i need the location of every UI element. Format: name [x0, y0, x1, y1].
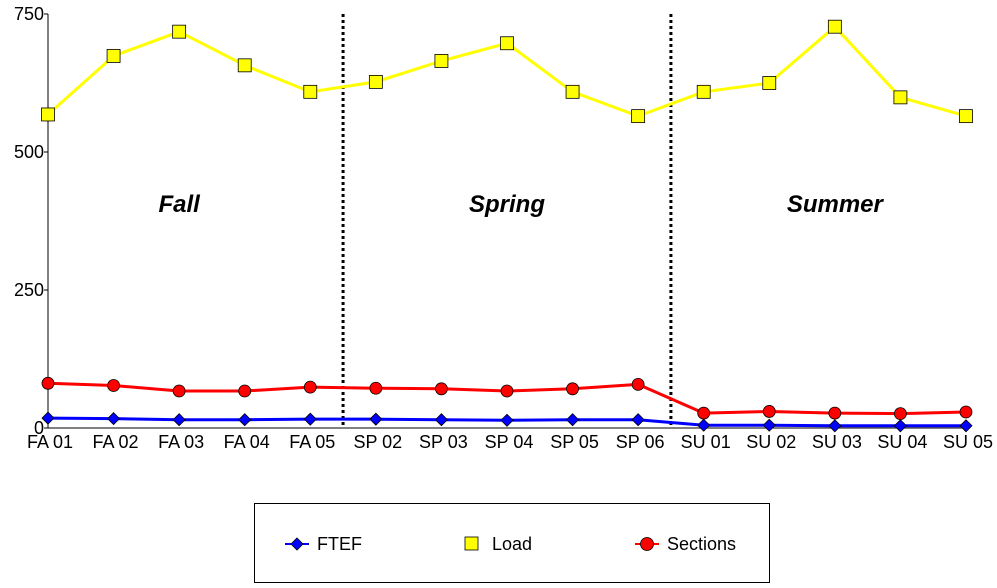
- circle-marker-icon: [635, 537, 659, 551]
- data-point-ftef: [959, 419, 973, 433]
- data-point-ftef: [172, 413, 186, 427]
- data-point-load: [893, 90, 908, 105]
- data-point-load: [827, 19, 842, 34]
- data-point-sections: [566, 382, 579, 396]
- data-point-load: [565, 84, 580, 99]
- data-point-sections: [107, 379, 120, 392]
- x-tick-label: SP 03: [419, 432, 468, 452]
- data-point-load: [106, 49, 121, 63]
- data-point-ftef: [500, 413, 514, 427]
- data-point-load: [41, 107, 55, 122]
- data-point-ftef: [303, 412, 317, 426]
- data-point-ftef: [762, 418, 776, 432]
- legend: FTEF Load Sections: [254, 503, 770, 583]
- data-point-ftef: [631, 413, 645, 427]
- data-point-ftef: [565, 413, 580, 427]
- diamond-marker-icon: [285, 537, 309, 551]
- data-point-sections: [959, 405, 973, 419]
- data-point-sections: [894, 407, 907, 421]
- y-tick-label: 500: [14, 142, 44, 162]
- line-chart: Fall Spring Summer FA 01 FA 02 FA 03 FA 04 FA …: [14, 4, 993, 452]
- x-tick-label: FA 01: [27, 432, 73, 452]
- data-point-sections: [631, 377, 645, 391]
- data-point-sections: [369, 381, 383, 395]
- data-point-ftef: [41, 411, 55, 425]
- season-labels: Fall Spring Summer: [158, 191, 884, 218]
- data-point-ftef: [893, 419, 907, 433]
- y-tick-label: 750: [14, 4, 44, 24]
- data-point-sections: [172, 384, 186, 398]
- data-point-ftef: [434, 413, 448, 427]
- series-sections: [41, 376, 973, 421]
- data-point-sections: [435, 382, 448, 396]
- x-tick-label: SP 05: [550, 432, 599, 452]
- x-tick-label: FA 02: [93, 432, 139, 452]
- x-tick-label: SU 02: [746, 432, 796, 452]
- x-tick-label: SU 05: [943, 432, 993, 452]
- data-point-load: [303, 84, 318, 99]
- season-label: Summer: [787, 191, 885, 218]
- axes: [44, 13, 966, 429]
- data-point-load: [434, 54, 449, 68]
- series-group: [41, 19, 973, 433]
- x-tick-label: SP 06: [616, 432, 665, 452]
- data-point-sections: [828, 406, 842, 420]
- season-label: Fall: [158, 191, 201, 218]
- data-point-sections: [697, 406, 711, 420]
- x-tick-label: SU 03: [812, 432, 862, 452]
- x-tick-labels: FA 01 FA 02 FA 03 FA 04 FA 05 SP 02 SP 03 SP 04…: [27, 432, 993, 452]
- data-point-load: [237, 58, 252, 73]
- data-point-ftef: [697, 418, 711, 432]
- data-point-load: [696, 84, 711, 99]
- x-tick-label: SU 04: [877, 432, 927, 452]
- y-tick-label: 0: [34, 418, 44, 438]
- data-point-load: [959, 109, 973, 124]
- y-tick-labels: 0 250 500 750: [14, 4, 44, 438]
- square-marker-icon: [464, 536, 479, 551]
- x-tick-label: FA 04: [224, 432, 270, 452]
- data-point-ftef: [369, 412, 383, 426]
- data-point-load: [172, 24, 187, 39]
- data-point-sections: [41, 376, 55, 390]
- season-dividers: [341, 14, 673, 428]
- legend-label-load: Load: [492, 533, 533, 554]
- data-point-ftef: [107, 412, 121, 426]
- series-ftef: [41, 411, 973, 433]
- x-tick-label: SU 01: [681, 432, 731, 452]
- y-tick-label: 250: [14, 280, 44, 300]
- legend-item-ftef: FTEF: [285, 530, 362, 558]
- data-point-load: [762, 76, 777, 90]
- series-load: [41, 19, 973, 124]
- legend-item-load: Load: [460, 530, 532, 558]
- x-tick-label: SP 04: [485, 432, 534, 452]
- data-point-ftef: [238, 413, 252, 427]
- data-point-sections: [762, 405, 776, 418]
- legend-label-sections: Sections: [667, 533, 737, 554]
- x-tick-label: FA 05: [289, 432, 335, 452]
- data-point-load: [500, 36, 514, 51]
- x-tick-label: FA 03: [158, 432, 204, 452]
- season-label: Spring: [469, 191, 545, 218]
- data-point-load: [631, 109, 646, 124]
- data-point-sections: [500, 384, 514, 398]
- legend-item-sections: Sections: [635, 530, 736, 558]
- data-point-sections: [238, 384, 252, 398]
- data-point-load: [368, 74, 383, 89]
- data-point-sections: [303, 380, 317, 394]
- x-tick-label: SP 02: [353, 432, 402, 452]
- data-point-ftef: [828, 419, 842, 433]
- legend-label-ftef: FTEF: [317, 533, 362, 554]
